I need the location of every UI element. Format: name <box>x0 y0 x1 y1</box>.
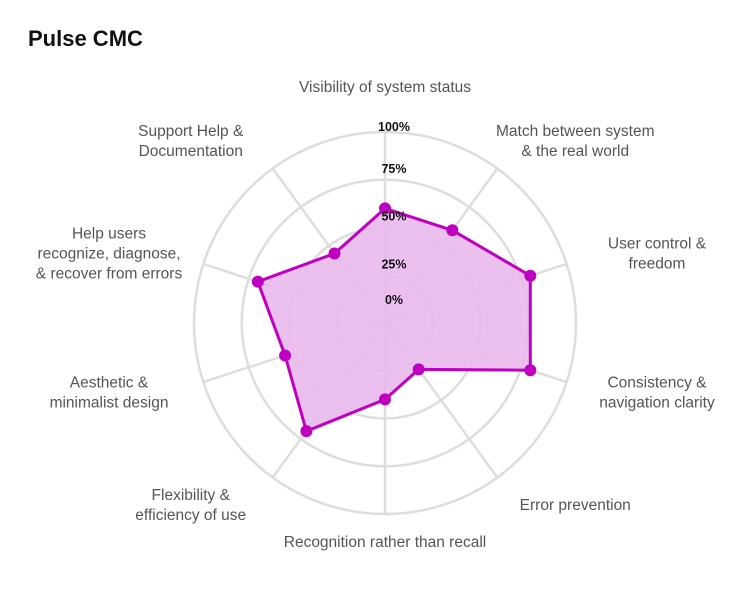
tick-label: 25% <box>381 257 406 271</box>
tick-label: 50% <box>381 210 406 224</box>
axis-label-line: Error prevention <box>520 497 631 514</box>
label-layer: Visibility of system status Match between… <box>36 79 715 551</box>
data-point <box>446 224 459 237</box>
data-point <box>524 364 537 377</box>
axis-label: User control & freedom <box>608 235 707 272</box>
data-point <box>300 425 313 438</box>
axis-label-line: Aesthetic & <box>70 375 149 392</box>
axis-label: Match between system & the real world <box>496 123 655 160</box>
axis-label-line: Flexibility & <box>152 487 231 504</box>
data-point <box>379 393 391 406</box>
axis-label-line: recognize, diagnose, <box>37 245 180 262</box>
axis-label: Aesthetic & minimalist design <box>50 375 169 412</box>
data-point <box>251 275 264 288</box>
axis-label: Help users recognize, diagnose, & recover … <box>36 225 183 282</box>
axis-label-line: & the real world <box>521 143 629 160</box>
data-point <box>279 349 292 362</box>
tick-label: 0% <box>385 293 403 307</box>
data-point <box>412 363 425 376</box>
axis-label-line: Visibility of system status <box>299 79 471 96</box>
axis-label-line: & recover from errors <box>36 265 183 282</box>
axis-label-line: Documentation <box>139 143 243 160</box>
tick-label: 100% <box>378 120 410 134</box>
axis-label-line: efficiency of use <box>135 507 246 524</box>
axis-label: Recognition rather than recall <box>284 534 486 551</box>
data-point <box>379 202 391 215</box>
tick-label: 75% <box>381 162 406 176</box>
axis-label-line: navigation clarity <box>599 395 715 412</box>
axis-label-line: minimalist design <box>50 395 169 412</box>
series-layer <box>251 202 537 438</box>
series-area <box>256 206 532 433</box>
axis-label-line: User control & <box>608 235 707 252</box>
axis-label-line: Consistency & <box>607 375 707 392</box>
axis-label-line: Recognition rather than recall <box>284 534 486 551</box>
axis-label-line: Help users <box>72 225 146 242</box>
axis-label-line: freedom <box>629 255 686 272</box>
axis-label-line: Support Help & <box>138 123 244 140</box>
axis-label-line: Match between system <box>496 123 655 140</box>
data-point <box>524 269 537 282</box>
axis-label: Consistency & navigation clarity <box>599 375 715 412</box>
data-point <box>328 247 341 260</box>
tick-layer: 0% 25% 50% 75% 100% <box>378 120 410 307</box>
axis-label: Error prevention <box>520 497 631 514</box>
axis-label: Support Help & Documentation <box>138 123 244 160</box>
axis-label: Flexibility & efficiency of use <box>135 487 246 524</box>
chart-title: Pulse CMC <box>28 26 143 51</box>
axis-label: Visibility of system status <box>299 79 471 96</box>
